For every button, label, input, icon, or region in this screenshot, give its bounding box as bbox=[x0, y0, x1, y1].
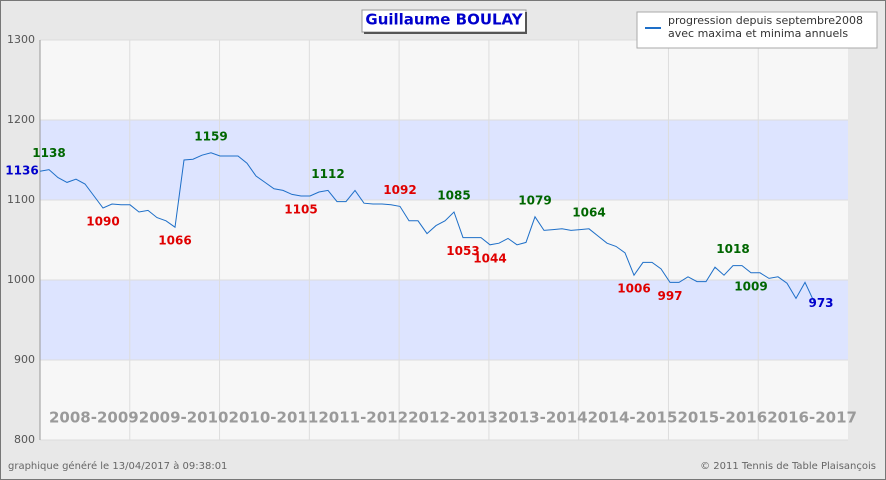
y-tick-label: 800 bbox=[14, 433, 35, 446]
point-label: 1009 bbox=[734, 279, 767, 293]
point-label: 1112 bbox=[311, 167, 344, 181]
footer-left: graphique généré le 13/04/2017 à 09:38:0… bbox=[8, 460, 227, 472]
season-label: 2013-2014 bbox=[498, 409, 588, 427]
point-label: 1044 bbox=[473, 251, 506, 265]
y-tick-label: 1000 bbox=[7, 273, 35, 286]
point-label: 1018 bbox=[716, 242, 749, 256]
y-tick-label: 1200 bbox=[7, 113, 35, 126]
band bbox=[40, 280, 848, 360]
point-label: 1136 bbox=[5, 164, 38, 178]
season-label: 2009-2010 bbox=[139, 409, 229, 427]
footer-right: © 2011 Tennis de Table Plaisançois bbox=[700, 461, 876, 472]
legend bbox=[636, 11, 878, 49]
point-label: 1092 bbox=[383, 183, 416, 197]
y-tick-label: 900 bbox=[14, 353, 35, 366]
point-label: 1006 bbox=[617, 282, 650, 296]
point-label: 1066 bbox=[158, 234, 191, 248]
point-label: 1090 bbox=[86, 215, 119, 229]
point-label: 997 bbox=[657, 289, 682, 303]
season-label: 2016-2017 bbox=[767, 409, 857, 427]
point-label: 1085 bbox=[437, 189, 470, 203]
point-label: 1138 bbox=[32, 146, 65, 160]
season-label: 2008-2009 bbox=[49, 409, 139, 427]
season-label: 2015-2016 bbox=[677, 409, 767, 427]
point-label: 1053 bbox=[446, 244, 479, 258]
season-label: 2011-2012 bbox=[318, 409, 408, 427]
season-label: 2012-2013 bbox=[408, 409, 498, 427]
legend-text: progression depuis septembre2008 bbox=[668, 14, 863, 27]
point-label: 1079 bbox=[518, 193, 551, 207]
point-label: 1105 bbox=[284, 203, 317, 217]
band bbox=[40, 120, 848, 200]
y-tick-label: 1100 bbox=[7, 193, 35, 206]
season-label: 2010-2011 bbox=[229, 409, 319, 427]
y-tick-label: 1300 bbox=[7, 33, 35, 46]
chart-title: Guillaume BOULAY bbox=[365, 11, 523, 29]
plot-area bbox=[40, 40, 848, 440]
point-label: 973 bbox=[808, 296, 833, 310]
point-label: 1064 bbox=[572, 205, 605, 219]
series-line bbox=[39, 152, 815, 302]
legend-text: avec maxima et minima annuels bbox=[668, 27, 848, 40]
season-label: 2014-2015 bbox=[588, 409, 678, 427]
point-label: 1159 bbox=[194, 129, 227, 143]
